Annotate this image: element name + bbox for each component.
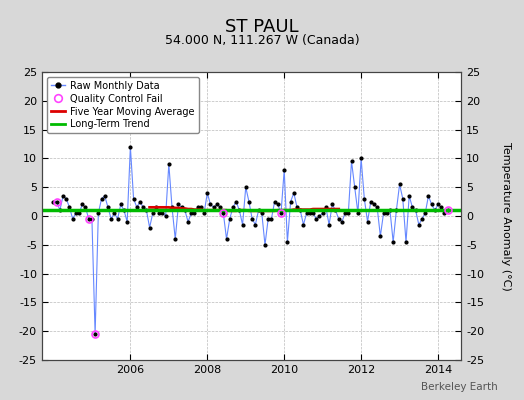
Text: Berkeley Earth: Berkeley Earth — [421, 382, 498, 392]
Y-axis label: Temperature Anomaly (°C): Temperature Anomaly (°C) — [501, 142, 511, 290]
Legend: Raw Monthly Data, Quality Control Fail, Five Year Moving Average, Long-Term Tren: Raw Monthly Data, Quality Control Fail, … — [47, 77, 199, 133]
Text: 54.000 N, 111.267 W (Canada): 54.000 N, 111.267 W (Canada) — [165, 34, 359, 47]
Text: ST PAUL: ST PAUL — [225, 18, 299, 36]
